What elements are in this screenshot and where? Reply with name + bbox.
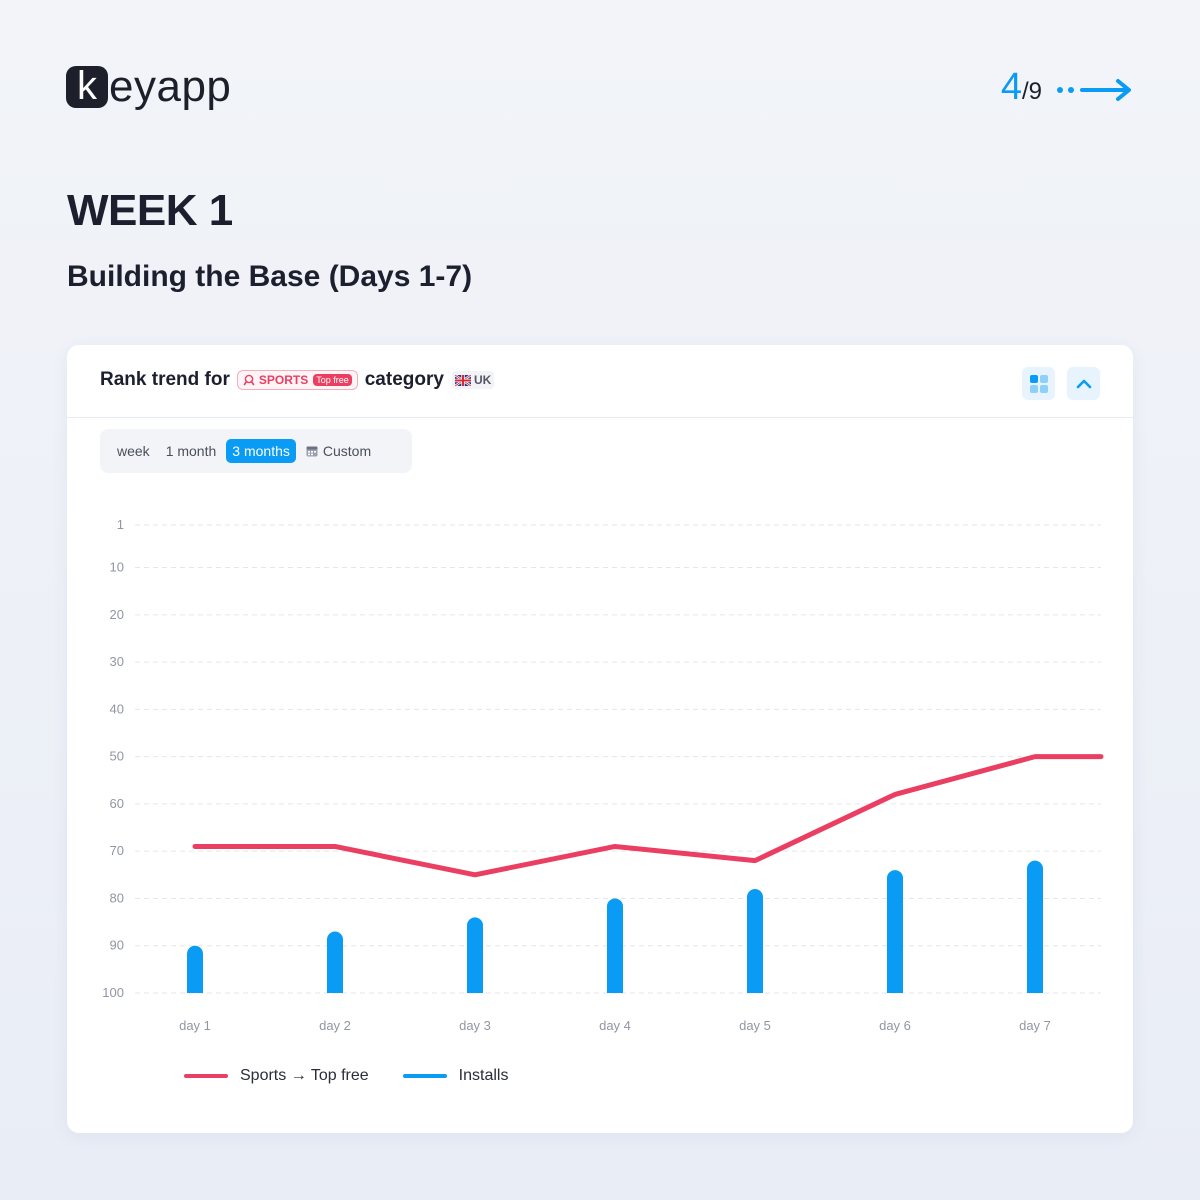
y-tick-label: 40 — [110, 701, 124, 716]
pager-current: 4 — [1000, 66, 1022, 108]
pager-total: /9 — [1021, 78, 1042, 105]
card-title-prefix: Rank trend for — [100, 369, 230, 390]
x-tick-label: day 4 — [599, 1018, 631, 1033]
page-subtitle: Building the Base (Days 1-7) — [67, 260, 473, 293]
installs-bar — [467, 917, 483, 993]
y-tick-label: 50 — [110, 749, 124, 764]
category-name: SPORTS — [258, 373, 309, 387]
category-badge: Top free — [313, 374, 352, 386]
installs-bar — [1027, 860, 1043, 993]
grid-view-button[interactable] — [1022, 367, 1055, 400]
legend-swatch-rank — [184, 1074, 228, 1078]
tab-week[interactable]: week — [117, 443, 150, 459]
card-title: Rank trend for SPORTS Top free category — [100, 369, 495, 391]
installs-bar — [187, 945, 203, 993]
x-tick-label: day 1 — [179, 1018, 211, 1033]
x-tick-label: day 5 — [739, 1018, 771, 1033]
grid-view-icon — [1029, 374, 1048, 393]
rank-trend-card: Rank trend for SPORTS Top free category — [67, 345, 1133, 1133]
slide-pager: 4 /9 — [1001, 66, 1134, 114]
x-tick-label: day 3 — [459, 1018, 491, 1033]
category-pill[interactable]: SPORTS Top free — [236, 370, 358, 390]
y-tick-label: 1 — [117, 517, 124, 532]
range-selector: week 1 month 3 months Custom — [100, 429, 412, 473]
logo-wordmark: eyapp — [109, 62, 232, 111]
y-tick-label: 10 — [110, 560, 124, 575]
x-tick-label: day 6 — [879, 1018, 911, 1033]
arrow-right-icon[interactable] — [1054, 78, 1134, 102]
chevron-up-icon — [1076, 379, 1091, 388]
installs-bar — [327, 931, 343, 993]
x-tick-label: day 7 — [1019, 1018, 1051, 1033]
logo-mark: k — [66, 66, 108, 108]
y-tick-label: 100 — [102, 985, 124, 1000]
legend-label-installs: Installs — [458, 1067, 509, 1084]
tab-custom[interactable]: Custom — [300, 439, 377, 463]
page-title: WEEK 1 — [67, 186, 233, 235]
country-tag[interactable]: UK — [451, 371, 495, 389]
legend-item-installs[interactable]: Installs — [402, 1067, 509, 1085]
y-tick-label: 70 — [110, 843, 124, 858]
chart-legend: Sports → Top free Installs — [184, 1067, 542, 1085]
installs-bar — [887, 870, 903, 993]
collapse-button[interactable] — [1067, 367, 1100, 400]
x-tick-label: day 2 — [319, 1018, 351, 1033]
keyapp-logo: k eyapp — [66, 64, 231, 110]
country-code: UK — [473, 373, 492, 387]
card-header: Rank trend for SPORTS Top free category — [67, 345, 1133, 418]
installs-bar — [747, 889, 763, 993]
legend-item-rank[interactable]: Sports → Top free — [184, 1067, 369, 1085]
tab-3-months[interactable]: 3 months — [226, 439, 296, 463]
y-tick-label: 60 — [110, 796, 124, 811]
legend-label-rank: Sports → Top free — [240, 1067, 369, 1084]
y-tick-label: 90 — [110, 938, 124, 953]
uk-flag-icon — [454, 374, 471, 386]
rank-trend-chart: 1 10 20 30 40 50 60 70 80 90 100 day 1 day 2 day 3 day… — [102, 517, 1104, 1033]
tab-custom-label: Custom — [322, 443, 372, 459]
y-tick-label: 80 — [110, 890, 124, 905]
y-tick-label: 30 — [110, 654, 124, 669]
sports-category-icon — [243, 374, 255, 386]
y-tick-label: 20 — [110, 607, 124, 622]
legend-swatch-installs — [402, 1074, 447, 1078]
installs-bar — [607, 898, 623, 993]
calendar-icon — [306, 446, 318, 457]
rank-line — [192, 754, 1104, 878]
card-title-suffix: category — [364, 369, 444, 390]
tab-1-month[interactable]: 1 month — [165, 443, 217, 459]
